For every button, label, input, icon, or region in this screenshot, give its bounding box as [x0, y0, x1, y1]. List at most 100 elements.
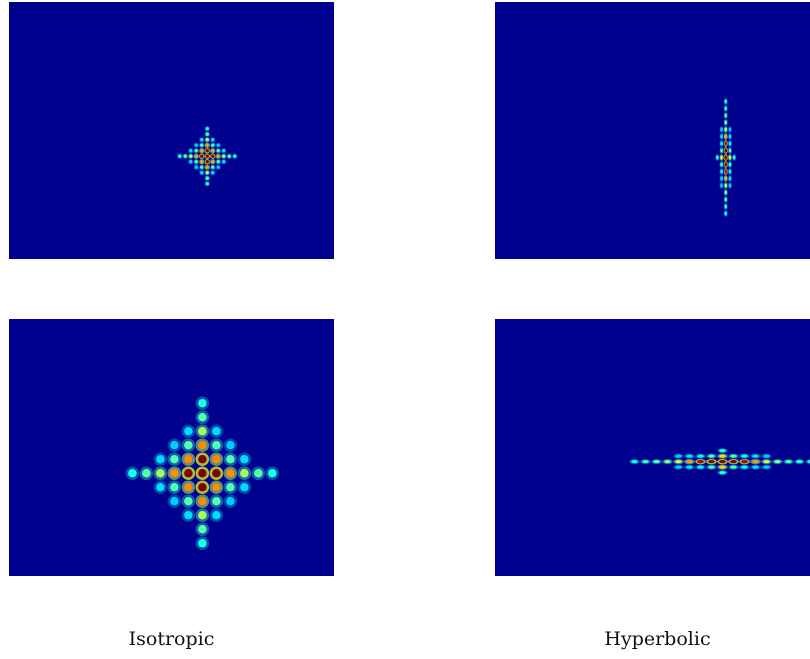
heatmap-peak [200, 149, 204, 153]
heatmap-peak [156, 482, 165, 492]
heatmap-peak [156, 468, 165, 478]
heatmap-peak [728, 169, 732, 174]
heatmap-peak [205, 143, 209, 147]
heatmap-peak [728, 141, 732, 146]
heatmap-peak [785, 459, 792, 464]
heatmap-peak [724, 162, 728, 167]
heatmap-peak [227, 154, 231, 158]
heatmap-peak [200, 138, 204, 142]
heatmap-peak [675, 459, 682, 464]
heatmap-peak [198, 538, 207, 548]
heatmap-peak [763, 459, 770, 464]
heatmap-peak [178, 154, 182, 158]
heatmap-peak [198, 510, 207, 520]
heatmap-peak [205, 165, 209, 169]
heatmap-peak [724, 183, 728, 188]
heatmap-peak [216, 165, 220, 169]
heatmap-peak [170, 482, 179, 492]
heatmap-peak [156, 454, 165, 464]
heatmap-peak [184, 426, 193, 436]
heatmap-peak [194, 160, 198, 164]
heatmap-peak [189, 160, 193, 164]
heatmap-peak [642, 459, 649, 464]
heatmap-peak [184, 496, 193, 506]
heatmap-peak [205, 127, 209, 131]
heatmap-peak [720, 134, 723, 139]
heatmap-peak [752, 454, 759, 458]
heatmap-peak [728, 183, 732, 188]
heatmap-peak [730, 459, 737, 464]
heatmap-peak [194, 143, 198, 147]
heatmap-peak [184, 510, 193, 520]
heatmap-peak [720, 162, 723, 167]
heatmap-background [9, 2, 334, 259]
heatmap-peak [200, 154, 204, 158]
heatmap-peak [170, 454, 179, 464]
heatmap-peak [205, 154, 209, 158]
heatmap-peak [170, 496, 179, 506]
heatmap-peak [212, 426, 221, 436]
heatmap-isotropic-top [9, 2, 334, 259]
heatmap-peak [205, 138, 209, 142]
heatmap-peak [212, 496, 221, 506]
heatmap-peak [211, 160, 215, 164]
heatmap-peak [226, 482, 235, 492]
heatmap-peak [664, 459, 671, 464]
heatmap-peak [697, 459, 704, 464]
heatmap-peak [720, 169, 723, 174]
heatmap-peak [730, 454, 737, 458]
heatmap-peak [211, 149, 215, 153]
heatmap-peak [697, 465, 704, 469]
heatmap-background [495, 2, 810, 259]
heatmap-peak [189, 154, 193, 158]
heatmap-peak [142, 468, 151, 478]
heatmap-peak [724, 176, 728, 181]
heatmap-peak [216, 143, 220, 147]
heatmap-peak [719, 459, 726, 464]
heatmap-peak [212, 482, 221, 492]
heatmap-peak [240, 468, 249, 478]
heatmap-peak [763, 454, 770, 458]
heatmap-peak [222, 160, 226, 164]
heatmap-peak [752, 465, 759, 469]
heatmap-peak [675, 465, 682, 469]
heatmap-peak [240, 482, 249, 492]
heatmap-peak [198, 524, 207, 534]
heatmap-peak [720, 127, 723, 132]
heatmap-peak [720, 183, 723, 188]
heatmap-peak [720, 141, 723, 146]
heatmap-peak [198, 412, 207, 422]
heatmap-peak [724, 190, 728, 195]
heatmap-peak [697, 454, 704, 458]
heatmap-peak [205, 160, 209, 164]
heatmap-peak [194, 165, 198, 169]
heatmap-peak [212, 454, 221, 464]
heatmap-peak [686, 454, 693, 458]
heatmap-peak [205, 149, 209, 153]
heatmap-peak [128, 468, 137, 478]
heatmap-peak [200, 165, 204, 169]
heatmap-peak [194, 154, 198, 158]
heatmap-peak [211, 154, 215, 158]
heatmap-peak [184, 468, 193, 478]
heatmap-peak [184, 440, 193, 450]
heatmap-peak [724, 134, 728, 139]
heatmap-peak [675, 454, 682, 458]
heatmap-isotropic-bottom [9, 319, 334, 576]
heatmap-peak [212, 510, 221, 520]
heatmap-peak [719, 454, 726, 458]
heatmap-peak [728, 176, 732, 181]
heatmap-peak [198, 426, 207, 436]
heatmap-peak [222, 149, 226, 153]
heatmap-peak [724, 211, 728, 216]
heatmap-hyperbolic-top [495, 2, 810, 259]
caption-isotropic: Isotropic [128, 628, 215, 650]
heatmap-peak [198, 468, 207, 478]
heatmap-peak [724, 197, 728, 202]
heatmap-peak [189, 149, 193, 153]
heatmap-peak [719, 448, 726, 453]
heatmap-peak [724, 204, 728, 209]
heatmap-peak [200, 143, 204, 147]
heatmap-peak [686, 459, 693, 464]
heatmap-peak [212, 440, 221, 450]
